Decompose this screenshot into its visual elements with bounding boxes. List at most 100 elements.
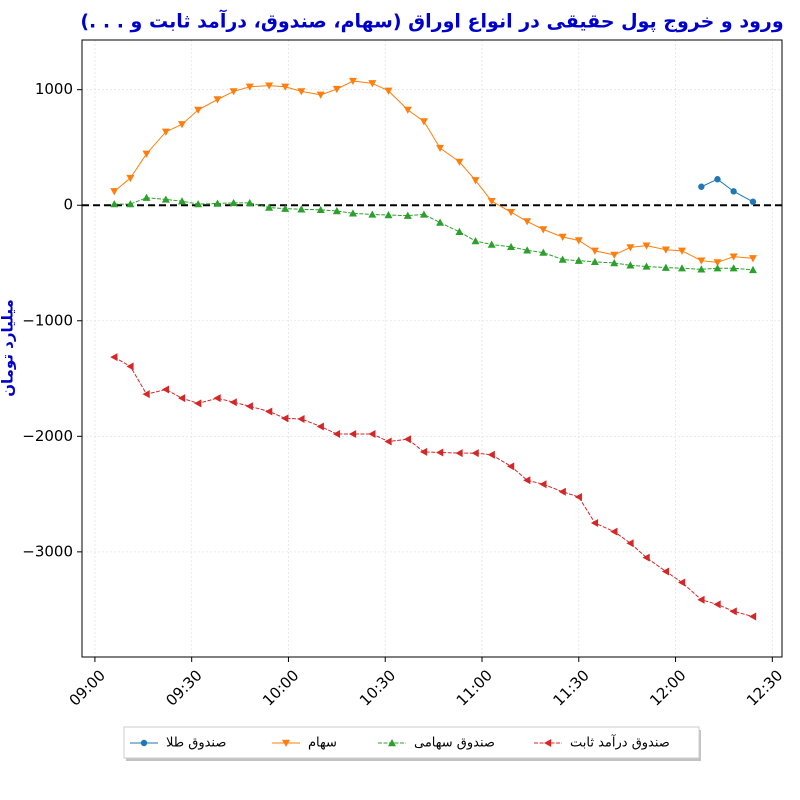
point (142, 150, 151, 158)
point (574, 256, 583, 264)
point (507, 208, 516, 217)
point (368, 210, 377, 218)
x-tick-label: 10:00 (259, 666, 302, 709)
point (713, 600, 721, 609)
point (161, 385, 170, 394)
point (455, 449, 463, 458)
point (697, 595, 705, 604)
point (748, 255, 757, 263)
x-tick-label: 12:00 (646, 666, 689, 709)
legend-label: صندوق سهامی (414, 736, 495, 751)
point (558, 255, 567, 263)
point (507, 242, 516, 251)
point (661, 567, 670, 576)
series-line (113, 80, 754, 263)
point (436, 218, 445, 226)
point (213, 96, 222, 104)
point (161, 195, 170, 203)
point (384, 437, 392, 446)
point (126, 174, 135, 183)
point (281, 414, 289, 423)
point (245, 402, 253, 411)
chart-title: ورود و خروج پول حقیقی در انواع اوراق (سه… (80, 9, 783, 33)
point (626, 261, 635, 269)
point (730, 188, 737, 195)
point (419, 210, 428, 218)
point (368, 430, 376, 439)
point (142, 390, 150, 399)
point (110, 353, 118, 362)
point (523, 218, 532, 226)
point (126, 362, 134, 371)
point (678, 578, 686, 587)
point (748, 265, 757, 274)
legend-box (123, 726, 700, 759)
legend-marker (140, 739, 148, 747)
point (642, 262, 651, 270)
point (194, 200, 203, 208)
point (471, 237, 480, 245)
y-tick-label: 1000 (35, 80, 73, 98)
point (697, 257, 706, 265)
point (590, 247, 599, 255)
point (455, 227, 464, 236)
point (523, 476, 531, 485)
point (265, 407, 273, 416)
legend-marker (388, 739, 396, 747)
point (316, 91, 325, 99)
point (316, 422, 324, 431)
point (678, 247, 686, 255)
point (281, 204, 290, 212)
point (610, 258, 619, 267)
legend-label: صندوق درآمد ثابت (570, 734, 670, 751)
point (626, 244, 635, 252)
point (194, 106, 203, 114)
point (487, 240, 496, 248)
point (194, 399, 202, 408)
point (748, 612, 757, 621)
x-tick-label: 09:00 (66, 666, 109, 709)
point (678, 264, 686, 272)
point (348, 209, 357, 217)
series-line (701, 178, 754, 203)
point (348, 430, 357, 439)
point (590, 518, 599, 527)
point (436, 144, 445, 153)
point (487, 450, 495, 459)
point (213, 199, 222, 207)
point (332, 85, 341, 94)
point (265, 82, 274, 90)
point (126, 200, 135, 208)
point (610, 251, 619, 259)
y-tick-label: −1000 (22, 311, 73, 329)
x-tick-label: 12:30 (743, 666, 786, 709)
legend-label: صندوق طلا (166, 736, 226, 751)
point (713, 259, 722, 267)
point (384, 211, 393, 219)
point (713, 264, 722, 272)
legend-label: سهام (308, 736, 337, 751)
point (436, 448, 444, 457)
point (110, 188, 119, 196)
point (110, 200, 119, 208)
point (471, 449, 479, 458)
point (539, 226, 548, 234)
y-tick-label: −2000 (22, 427, 73, 445)
point (229, 88, 238, 96)
point (178, 394, 186, 403)
point (178, 197, 186, 205)
point (332, 430, 341, 439)
point (558, 233, 567, 242)
point (539, 248, 548, 256)
point (507, 462, 515, 471)
point (265, 203, 274, 211)
point (729, 264, 738, 272)
point (729, 607, 737, 616)
point (297, 414, 305, 423)
point (642, 242, 651, 250)
point (642, 553, 650, 562)
point (487, 197, 496, 206)
x-tick-label: 11:00 (453, 666, 496, 709)
y-axis-label: میلیارد تومان (0, 299, 17, 397)
